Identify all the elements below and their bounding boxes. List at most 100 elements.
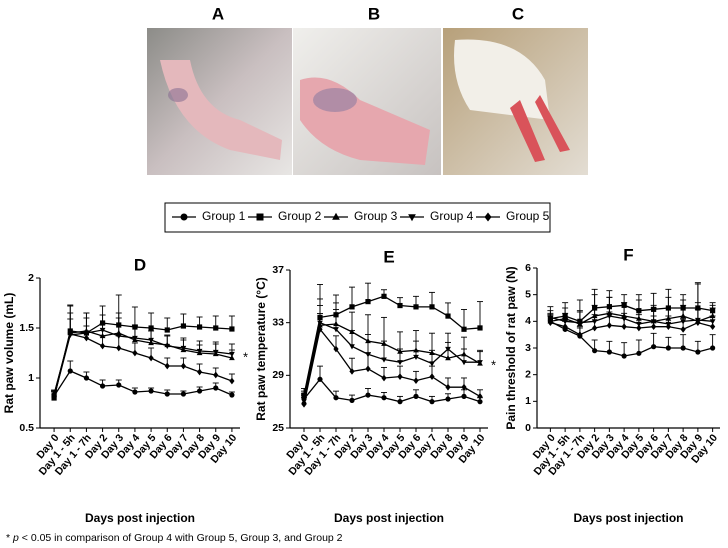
- data-point: [397, 360, 403, 366]
- data-point: [429, 373, 435, 381]
- data-point: [636, 324, 642, 332]
- data-point: [132, 389, 138, 395]
- x-axis-label: Days post injection: [573, 511, 683, 525]
- data-point: [365, 299, 371, 305]
- data-point: [477, 325, 483, 331]
- data-point: [621, 353, 627, 359]
- data-point: [164, 327, 170, 333]
- data-point: [229, 326, 235, 332]
- data-point: [413, 377, 419, 384]
- data-point: [695, 349, 701, 355]
- data-point: [461, 326, 467, 332]
- y-tick-label: 25: [272, 422, 284, 434]
- data-point: [51, 394, 57, 401]
- legend-label: Group 2: [278, 209, 322, 223]
- data-point: [83, 375, 90, 381]
- data-point: [99, 327, 106, 334]
- data-point: [429, 399, 435, 405]
- series-line: [303, 327, 481, 405]
- x-axis-label: Days post injection: [334, 511, 444, 525]
- data-point: [445, 346, 451, 353]
- error-bar: [131, 306, 138, 327]
- data-point: [51, 390, 57, 398]
- error-bar: [429, 332, 435, 353]
- data-point: [397, 302, 403, 309]
- data-point: [317, 325, 323, 333]
- data-point: [445, 396, 451, 402]
- series-line: [303, 295, 481, 396]
- data-point: [349, 397, 355, 403]
- data-point: [680, 325, 686, 333]
- data-point: [164, 362, 170, 370]
- error-bar: [461, 348, 467, 363]
- data-point: [148, 337, 154, 344]
- error-bar: [349, 311, 355, 332]
- data-point: [229, 351, 235, 358]
- series-line: [53, 333, 233, 395]
- data-point: [213, 371, 219, 379]
- data-point: [164, 391, 170, 397]
- legend-marker: [484, 212, 492, 222]
- data-point: [229, 354, 235, 361]
- data-point: [229, 392, 235, 398]
- data-point: [99, 332, 106, 339]
- y-tick-label: 37: [272, 264, 284, 276]
- legend-label: Group 4: [430, 209, 474, 223]
- data-point: [180, 362, 187, 370]
- data-point: [381, 374, 387, 382]
- data-point: [132, 349, 138, 357]
- data-point: [132, 335, 138, 342]
- data-point: [180, 345, 187, 352]
- data-point: [592, 324, 598, 332]
- legend-box: [164, 202, 551, 233]
- data-point: [695, 319, 701, 327]
- y-tick-label: 6: [525, 262, 531, 274]
- series-line: [550, 321, 713, 336]
- data-point: [196, 348, 203, 355]
- error-bar: [333, 309, 339, 330]
- error-bar: [397, 348, 403, 363]
- data-point: [665, 323, 671, 331]
- data-point: [301, 400, 307, 408]
- paws-c: [510, 95, 570, 162]
- data-point: [164, 343, 171, 350]
- series-line: [303, 321, 480, 398]
- series-line: [53, 330, 233, 396]
- error-bar: [349, 330, 355, 347]
- data-point: [710, 345, 716, 351]
- data-point: [429, 304, 435, 310]
- data-point: [349, 368, 355, 375]
- data-point: [477, 399, 483, 405]
- y-tick-label: 4: [525, 315, 531, 327]
- data-point: [547, 319, 553, 327]
- data-point: [67, 330, 73, 338]
- y-tick-label: 29: [272, 369, 284, 381]
- data-point: [606, 349, 612, 355]
- chart-title: F: [623, 245, 633, 264]
- error-bar: [461, 309, 467, 330]
- footnote: * p < 0.05 in comparison of Group 4 with…: [6, 532, 343, 544]
- data-point: [213, 385, 219, 391]
- annotation: *: [243, 349, 248, 364]
- data-point: [213, 325, 219, 331]
- legend-label: Group 1: [202, 209, 246, 223]
- y-tick-label: 0: [525, 422, 531, 434]
- data-point: [212, 349, 219, 356]
- data-point: [83, 334, 90, 342]
- data-point: [381, 293, 387, 299]
- data-point: [397, 399, 403, 405]
- y-tick-label: 1.5: [19, 322, 34, 334]
- data-point: [148, 354, 154, 362]
- series-line: [550, 315, 713, 325]
- data-point: [651, 323, 657, 331]
- data-point: [229, 377, 235, 385]
- y-tick-label: 5: [525, 288, 531, 300]
- legend-label: Group 3: [354, 209, 398, 223]
- error-bar: [115, 317, 122, 336]
- error-bar: [477, 301, 483, 328]
- data-point: [196, 324, 203, 330]
- y-axis-label: Pain threshold of rat paw (N): [504, 266, 518, 429]
